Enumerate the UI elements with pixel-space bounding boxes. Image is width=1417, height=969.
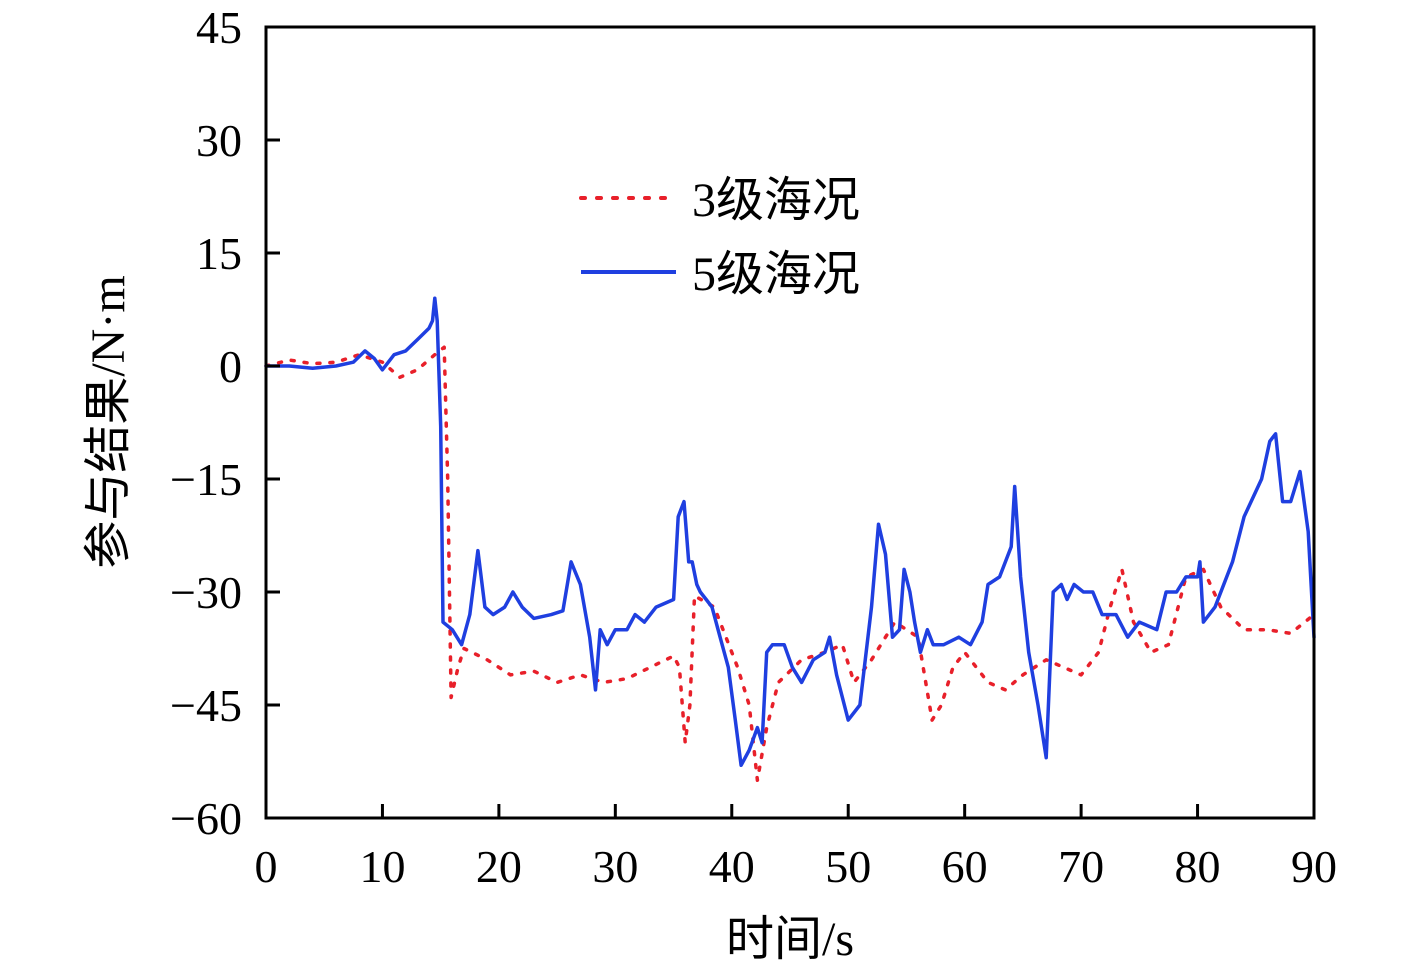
y-tick-label: 0: [219, 341, 242, 392]
y-axis-label: 参与结果/N·m: [82, 275, 135, 568]
x-tick-label: 0: [255, 841, 278, 892]
series-layer: [264, 296, 1316, 783]
x-tick-label: 90: [1291, 841, 1337, 892]
legend-label-sea-state-3: 3级海况: [692, 174, 860, 227]
y-tick-label: −30: [170, 567, 242, 618]
x-tick-label: 50: [825, 841, 871, 892]
x-tick-label: 30: [592, 841, 638, 892]
x-tick-label: 80: [1175, 841, 1221, 892]
x-tick-label: 60: [942, 841, 988, 892]
x-tick-label: 70: [1058, 841, 1104, 892]
plot-frame: [264, 25, 1316, 820]
x-tick-label: 20: [476, 841, 522, 892]
y-tick-label: −60: [170, 793, 242, 844]
legend-label-sea-state-5: 5级海况: [692, 248, 860, 301]
x-tick-label: 10: [359, 841, 405, 892]
y-tick-label: 30: [196, 115, 242, 166]
x-axis-label: 时间/s: [726, 913, 854, 966]
series-line-sea-state-5: [264, 296, 1316, 768]
x-tick-label: 40: [709, 841, 755, 892]
series-line-sea-state-3: [264, 345, 1316, 783]
y-tick-label: 45: [196, 2, 242, 53]
y-tick-label: −15: [170, 454, 242, 505]
axis-layer: 0 10 20 30 40 50 60 70 80 90 45 30 15 0 −15 −30 −45 −60: [170, 2, 1337, 892]
y-tick-label: 15: [196, 228, 242, 279]
legend: 3级海况 5级海况: [579, 174, 860, 301]
y-tick-label: −45: [170, 680, 242, 731]
